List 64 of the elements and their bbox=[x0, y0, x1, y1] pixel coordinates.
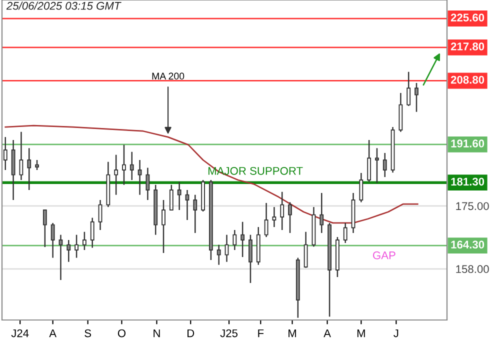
candlestick bbox=[66, 239, 71, 262]
candlestick bbox=[406, 71, 411, 107]
candlestick bbox=[138, 159, 142, 196]
candlestick bbox=[185, 189, 190, 221]
candlestick bbox=[169, 184, 174, 211]
candlestick bbox=[58, 234, 63, 281]
candlestick bbox=[375, 148, 379, 184]
candlestick bbox=[264, 202, 268, 238]
x-tick-label: J25 bbox=[220, 329, 238, 338]
x-tick-label: O bbox=[118, 329, 126, 338]
ref-line-label: 164.30 bbox=[451, 240, 484, 249]
ref-line-label: 181.30 bbox=[451, 178, 484, 186]
candlestick bbox=[146, 167, 150, 201]
candlestick bbox=[3, 136, 8, 171]
candlestick bbox=[280, 191, 284, 231]
candlestick bbox=[98, 199, 102, 231]
y-tick-label: 175.00 bbox=[456, 202, 489, 210]
candlestick bbox=[272, 206, 276, 228]
x-tick-label: N bbox=[154, 329, 160, 338]
candlestick bbox=[288, 202, 292, 234]
annotation: MA 200 bbox=[152, 72, 184, 80]
y-tick-label: 158.00 bbox=[456, 265, 489, 274]
candlestick bbox=[122, 144, 126, 186]
candlestick bbox=[343, 222, 348, 244]
candlestick bbox=[232, 229, 237, 251]
candlestick bbox=[162, 199, 166, 254]
candlestick bbox=[130, 151, 134, 181]
x-tick-label: A bbox=[49, 329, 57, 338]
annotation: 25/06/2025 03:15 GMT bbox=[6, 2, 122, 10]
candlestick bbox=[320, 192, 324, 234]
x-tick-label: M bbox=[357, 329, 365, 338]
candlestick bbox=[50, 222, 55, 258]
x-tick-label: D bbox=[188, 329, 194, 338]
candlestick bbox=[35, 159, 39, 171]
candlestick bbox=[114, 154, 118, 196]
candlestick bbox=[248, 234, 252, 284]
x-tick-label: S bbox=[84, 329, 92, 338]
candlestick bbox=[304, 231, 308, 268]
ref-line-label: 208.80 bbox=[450, 76, 484, 84]
candlestick bbox=[193, 194, 198, 234]
annotation: GAP bbox=[373, 251, 396, 260]
ref-line-label: 225.60 bbox=[450, 14, 484, 22]
x-tick-label: J24 bbox=[11, 329, 29, 338]
candlestick bbox=[240, 221, 245, 258]
candlestick bbox=[74, 234, 78, 258]
candlestick bbox=[224, 234, 229, 262]
candlestick bbox=[82, 231, 86, 251]
candlestick bbox=[382, 152, 387, 178]
candlestick bbox=[367, 139, 372, 182]
x-tick-label: A bbox=[324, 329, 331, 338]
candlestick bbox=[42, 209, 47, 248]
candlestick bbox=[27, 148, 32, 191]
line-series bbox=[4, 124, 418, 224]
candlestick bbox=[19, 131, 24, 181]
candlestick bbox=[414, 82, 418, 112]
ref-line-label: 217.80 bbox=[450, 42, 484, 50]
x-tick-label: F bbox=[258, 329, 264, 338]
candlestick bbox=[90, 217, 94, 248]
candlestick bbox=[177, 181, 182, 211]
x-tick-label: M bbox=[288, 329, 296, 338]
candlestick bbox=[216, 244, 221, 266]
x-tick-label: J bbox=[394, 329, 398, 338]
ref-line-label: 191.60 bbox=[451, 140, 484, 148]
candlestick bbox=[359, 172, 364, 203]
